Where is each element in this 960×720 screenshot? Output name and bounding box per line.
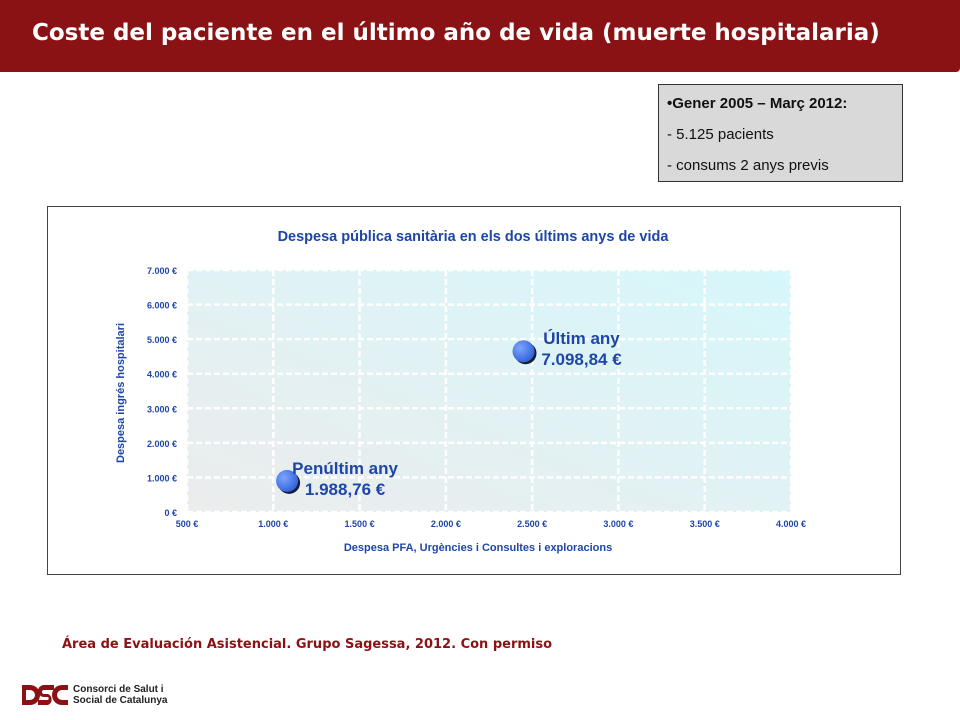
point-label: Últim any — [543, 329, 620, 348]
data-point — [512, 340, 535, 363]
data-point — [276, 469, 299, 492]
info-patients: - 5.125 pacients — [667, 126, 774, 143]
y-tick-label: 1.000 € — [147, 473, 177, 483]
chart-title: Despesa pública sanitària en els dos últ… — [278, 229, 670, 245]
x-tick-labels: 500 € 1.000 € 1.500 € 2.000 € 2.500 € 3.000 €… — [176, 519, 806, 529]
scatter-chart: Despesa pública sanitària en els dos últ… — [115, 229, 806, 554]
page-title: Coste del paciente en el último año de v… — [32, 20, 880, 46]
csc-logo — [22, 685, 68, 705]
y-tick-label: 0 € — [164, 508, 177, 518]
logo-text: Consorci de Salut i Social de Catalunya — [73, 684, 167, 706]
y-tick-label: 2.000 € — [147, 439, 177, 449]
grid-lines — [185, 268, 793, 514]
y-tick-label: 5.000 € — [147, 335, 177, 345]
y-axis-label: Despesa ingrés hospitalari — [115, 323, 127, 463]
data-points: Penúltim any 1.988,76 € Últim any 7.098,84 … — [276, 329, 622, 499]
x-tick-label: 3.500 € — [690, 519, 720, 529]
logo-line-2: Social de Catalunya — [73, 695, 168, 706]
x-tick-label: 500 € — [176, 519, 199, 529]
x-tick-label: 2.000 € — [431, 519, 461, 529]
info-period: •Gener 2005 – Març 2012: — [667, 95, 848, 112]
x-tick-label: 3.000 € — [603, 519, 633, 529]
x-tick-label: 4.000 € — [776, 519, 806, 529]
x-tick-label: 1.000 € — [258, 519, 288, 529]
y-tick-label: 7.000 € — [147, 266, 177, 276]
logo-line-1: Consorci de Salut i — [73, 684, 164, 695]
source-note: Área de Evaluación Asistencial. Grupo Sa… — [62, 637, 553, 652]
point-value-label: 1.988,76 € — [305, 480, 386, 499]
x-tick-label: 2.500 € — [517, 519, 547, 529]
y-tick-label: 3.000 € — [147, 404, 177, 414]
info-box: •Gener 2005 – Març 2012: - 5.125 pacient… — [658, 84, 903, 182]
y-tick-label: 4.000 € — [147, 370, 177, 380]
point-label: Penúltim any — [292, 459, 398, 478]
chart-frame: Despesa pública sanitària en els dos últ… — [47, 206, 901, 575]
y-tick-label: 6.000 € — [147, 301, 177, 311]
title-banner: Coste del paciente en el último año de v… — [0, 0, 960, 72]
point-value-label: 7.098,84 € — [541, 350, 622, 369]
x-tick-label: 1.500 € — [345, 519, 375, 529]
info-consumption: - consums 2 anys previs — [667, 157, 829, 174]
y-tick-labels: 0 € 1.000 € 2.000 € 3.000 € 4.000 € 5.000 € 6.… — [147, 266, 177, 518]
x-axis-label: Despesa PFA, Urgències i Consultes i exp… — [344, 542, 612, 554]
